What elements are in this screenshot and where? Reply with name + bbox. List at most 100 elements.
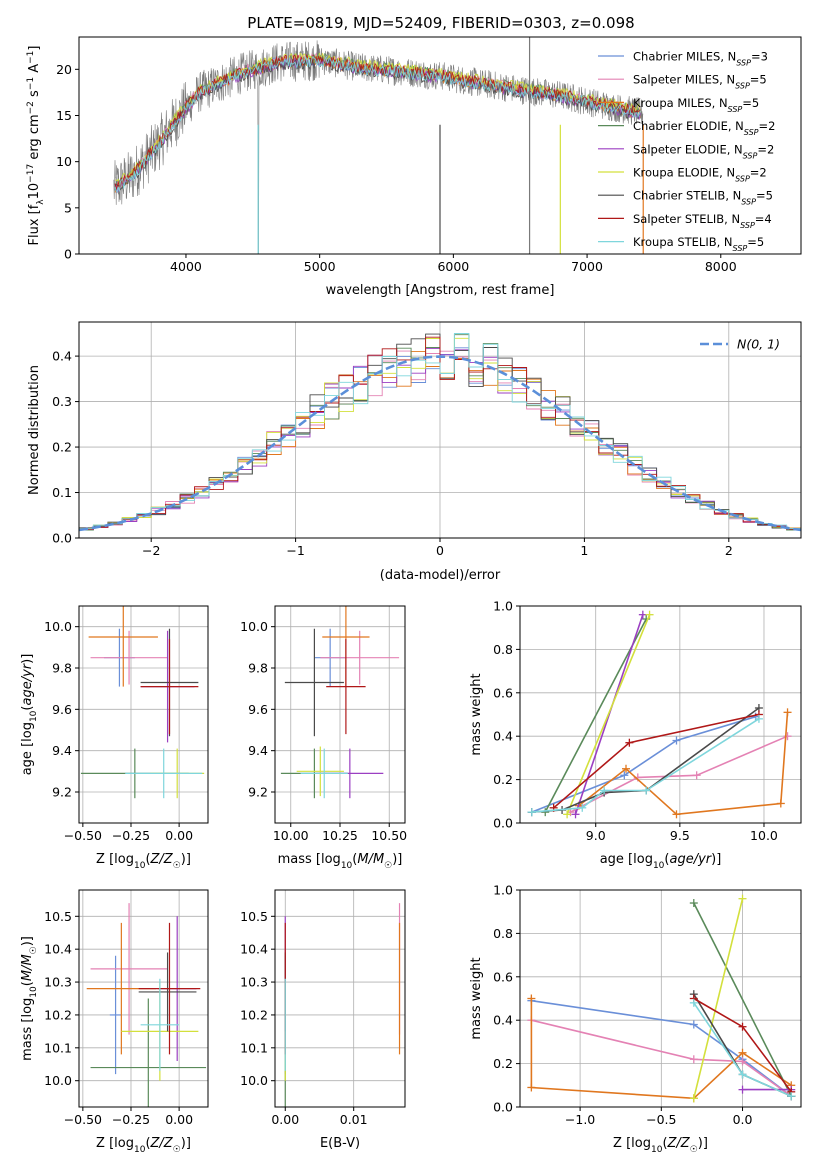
weight-marker	[776, 799, 785, 808]
y-tick-label: 10.2	[240, 1007, 268, 1022]
y-tick-label: 0.2	[52, 440, 72, 455]
y-tick-label: 10.0	[44, 1073, 72, 1088]
y-tick-label: 0.0	[493, 816, 513, 831]
y-tick-label: 0.8	[493, 642, 513, 657]
error-point	[326, 639, 366, 735]
figure-title: PLATE=0819, MJD=52409, FIBERID=0303, z=0…	[247, 14, 634, 32]
x-axis-label: Z [log10(Z/Z☉)]	[613, 1136, 708, 1155]
weight-marker	[571, 810, 580, 819]
weight-marker	[754, 714, 763, 723]
weight-marker	[689, 1020, 698, 1029]
x-tick-label: 9.0	[586, 828, 606, 843]
axes-weight_vs_age: 9.0 9.5 10.0 0.0 0.2 0.4 0.6 0.8 1.0 age [log10(a…	[469, 599, 802, 871]
frame-mass_vs_Z: −0.50 −0.25 0.00 10.0 10.1 10.2 10.3 10.4 10.5 Z …	[20, 889, 209, 1155]
legend-label: Salpeter STELIB, NSSP=4	[633, 212, 772, 230]
weight-marker	[787, 1092, 796, 1101]
y-tick-label: 0.6	[493, 969, 513, 984]
x-axis-label: wavelength [Angstrom, rest frame]	[326, 283, 555, 298]
legend-spectrum: Chabrier MILES, NSSP=3 Salpeter MILES, NS…	[598, 50, 775, 253]
x-axis-label: mass [log10(M/M☉)]	[278, 852, 403, 871]
x-tick-label: −0.25	[112, 828, 150, 843]
y-tick-label: 10	[56, 154, 72, 169]
weight-marker	[527, 994, 536, 1003]
legend-label: Salpeter MILES, NSSP=5	[633, 73, 767, 91]
weight-marker	[527, 808, 536, 817]
frame-residuals: −2 −1 0 1 2 0.0 0.1 0.2 0.3 0.4 N(0, 1) (data-model…	[27, 321, 802, 583]
weight-marker	[692, 771, 701, 780]
y-tick-label: 0.4	[493, 729, 513, 744]
x-tick-label: 0.00	[165, 828, 193, 843]
x-tick-label: 10.50	[371, 828, 407, 843]
weight-line-series-1	[531, 715, 756, 813]
x-tick-label: 0	[436, 543, 444, 558]
x-tick-label: 0.00	[271, 1112, 299, 1127]
legend-label: Kroupa ELODIE, NSSP=2	[633, 166, 767, 184]
plot-area-mass_vs_Z	[86, 903, 207, 1107]
y-tick-label: 0.3	[52, 394, 72, 409]
weight-marker	[672, 736, 681, 745]
y-tick-label: 10.1	[240, 1040, 268, 1055]
legend-label: Kroupa STELIB, NSSP=5	[633, 235, 764, 253]
plot-area-spectrum	[113, 37, 644, 254]
normal-curve	[79, 355, 801, 532]
error-point	[140, 978, 180, 1071]
y-tick-label: 1.0	[493, 883, 513, 898]
y-tick-label: 0	[64, 247, 72, 262]
axes-frame	[78, 36, 802, 255]
plot-area-weight_vs_Z	[527, 894, 796, 1103]
weight-line-series-6	[693, 898, 744, 1099]
error-point	[125, 748, 203, 799]
y-tick-label: 9.2	[52, 785, 72, 800]
plot-area-mass_vs_ebv	[284, 903, 401, 1107]
y-tick-label: 10.4	[240, 942, 268, 957]
frame-weight_vs_age: 9.0 9.5 10.0 0.0 0.2 0.4 0.6 0.8 1.0 age [log10(a…	[469, 599, 802, 871]
x-tick-label: 10.00	[273, 828, 309, 843]
y-tick-label: 9.6	[52, 702, 72, 717]
weight-line-series-4	[693, 902, 793, 1097]
error-point	[88, 606, 158, 687]
y-tick-label: 10.1	[44, 1040, 72, 1055]
legend-label: Chabrier STELIB, NSSP=5	[633, 189, 773, 207]
axes-frame	[274, 889, 406, 1108]
frame-weight_vs_Z: −1.0 −0.5 0.0 0.0 0.2 0.4 0.6 0.8 1.0 Z [log10(Z/…	[469, 883, 802, 1155]
legend-label: Chabrier MILES, NSSP=3	[633, 50, 768, 68]
axes-age_vs_mass: 10.00 10.25 10.50 9.2 9.4 9.6 9.8 10.0 mass [log…	[240, 605, 407, 871]
error-point	[138, 922, 201, 1055]
y-axis-label: mass weight	[469, 957, 484, 1039]
weight-marker	[622, 764, 631, 773]
weight-marker	[689, 899, 698, 908]
error-point	[90, 903, 168, 1035]
model-spectrum-series-9	[114, 55, 641, 193]
weight-marker	[738, 894, 747, 903]
x-axis-label: Z [log10(Z/Z☉)]	[96, 1136, 191, 1155]
x-axis-label: Z [log10(Z/Z☉)]	[96, 852, 191, 871]
axes-weight_vs_Z: −1.0 −0.5 0.0 0.0 0.2 0.4 0.6 0.8 1.0 Z [log10(Z/…	[469, 883, 802, 1155]
axes-frame	[519, 605, 802, 824]
weight-line-series-1	[531, 999, 792, 1097]
axes-age_vs_Z: −0.50 −0.25 0.00 9.2 9.4 9.6 9.8 10.0 Z [log10(Z…	[20, 605, 209, 871]
model-spectrum-series-5	[114, 57, 641, 194]
weight-line-series-6	[566, 614, 651, 815]
y-tick-label: 0.6	[493, 685, 513, 700]
weight-marker	[578, 803, 587, 812]
y-tick-label: 9.8	[248, 661, 268, 676]
y-tick-label: 9.6	[248, 702, 268, 717]
legend-label: Chabrier ELODIE, NSSP=2	[633, 119, 775, 137]
y-tick-label: 10.0	[44, 619, 72, 634]
x-tick-label: 6000	[437, 259, 469, 274]
y-tick-label: 10.0	[240, 619, 268, 634]
weight-marker	[738, 1022, 747, 1031]
axes-residuals: −2 −1 0 1 2 0.0 0.1 0.2 0.3 0.4 N(0, 1) (data-model…	[27, 321, 802, 583]
y-tick-label: 10.0	[240, 1073, 268, 1088]
y-axis-label: Flux [fλ10−17 erg cm−2 s−1 A−1]	[26, 46, 46, 246]
x-tick-label: 0.00	[165, 1112, 193, 1127]
error-point	[109, 955, 122, 1075]
y-tick-label: 0.4	[493, 1013, 513, 1028]
y-tick-label: 0.1	[52, 485, 72, 500]
y-tick-label: 9.8	[52, 661, 72, 676]
x-tick-label: −0.50	[64, 1112, 102, 1127]
y-tick-label: 9.2	[248, 785, 268, 800]
weight-marker	[738, 1048, 747, 1057]
error-point	[300, 748, 348, 799]
